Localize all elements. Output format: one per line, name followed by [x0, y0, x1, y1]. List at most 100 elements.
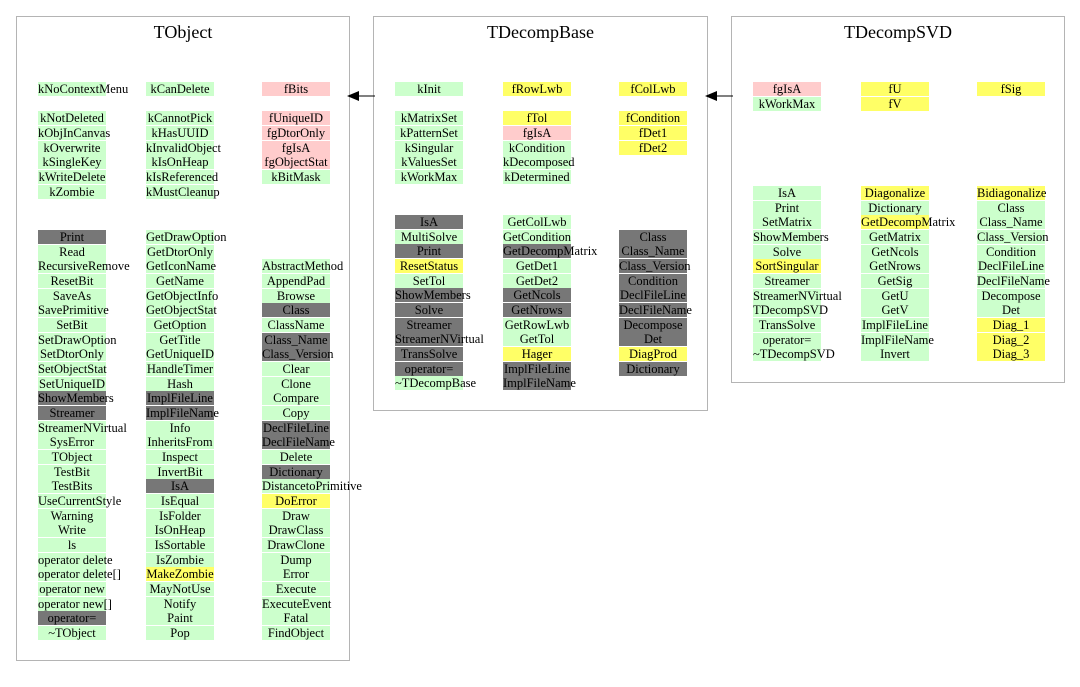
method-cell: TransSolve — [395, 347, 463, 362]
method-cell: GetNcols — [861, 244, 929, 259]
method-cell: Draw — [262, 508, 330, 523]
method-cell: GetObjectInfo — [146, 288, 219, 303]
member-cell: kHasUUID — [146, 126, 214, 140]
method-cell: SetMatrix — [753, 215, 821, 230]
method-cell: Solve — [753, 244, 821, 259]
member-cell: kIsOnHeap — [146, 155, 214, 170]
member-cell: fRowLwb — [503, 82, 571, 96]
member-cell: kValuesSet — [395, 155, 463, 170]
method-cell: Execute — [262, 582, 330, 597]
method-cell: GetDecompMatrix — [503, 244, 598, 259]
member-cell: kZombie — [38, 184, 106, 199]
method-cell: AppendPad — [262, 274, 330, 288]
member-cell: fDet2 — [619, 140, 687, 155]
member-cell: kInvalidObject — [146, 140, 221, 155]
method-cell: operator delete[] — [38, 567, 121, 582]
method-cell: Paint — [146, 611, 214, 626]
method-cell: Condition — [619, 273, 687, 288]
method-cell: DrawClass — [262, 523, 330, 538]
member-cell: fColLwb — [619, 82, 687, 96]
method-cell: Streamer — [753, 274, 821, 289]
method-cell: IsA — [753, 186, 821, 200]
method-cell: Invert — [861, 347, 929, 362]
method-cell: HandleTimer — [146, 362, 214, 377]
method-cell: StreamerNVirtual — [395, 332, 484, 347]
method-cell: GetNrows — [503, 303, 571, 318]
method-cell: DeclFileName — [977, 274, 1050, 289]
method-cell: DeclFileLine — [262, 420, 330, 435]
method-cell: Read — [38, 244, 106, 259]
method-cell: MakeZombie — [146, 567, 214, 582]
method-cell: DeclFileName — [619, 303, 692, 318]
method-cell: ls — [38, 538, 106, 553]
method-cell: Copy — [262, 406, 330, 421]
method-cell: Decompose — [619, 317, 687, 332]
method-cell: ImplFileLine — [503, 361, 571, 376]
method-cell: IsA — [146, 479, 214, 494]
method-cell: SetTol — [395, 273, 463, 288]
member-cell: fSig — [977, 82, 1045, 96]
method-cell: Class_Name — [262, 332, 330, 347]
member-cell: kNoContextMenu — [38, 82, 129, 96]
method-cell: DoError — [262, 494, 330, 509]
method-cell: ~TDecompSVD — [753, 347, 835, 362]
method-cell: GetDecompMatrix — [861, 215, 956, 230]
method-cell: DeclFileLine — [977, 259, 1045, 274]
member-cell: kDetermined — [503, 170, 571, 185]
member-cell: kInit — [395, 82, 463, 96]
method-cell: StreamerNVirtual — [38, 420, 127, 435]
method-cell: GetIconName — [146, 259, 217, 274]
method-cell: Pop — [146, 626, 214, 641]
method-cell: IsSortable — [146, 538, 214, 553]
member-cell: kWorkMax — [395, 170, 463, 185]
method-cell: operator new[] — [38, 596, 112, 611]
method-cell: GetNcols — [503, 288, 571, 303]
method-cell: Delete — [262, 450, 330, 465]
method-cell: Class — [977, 200, 1045, 215]
method-cell: IsOnHeap — [146, 523, 214, 538]
class-box-tdecompbase: TDecompBase kInit kMatrixSet kPatternSet kS… — [373, 16, 708, 411]
method-cell: Write — [38, 523, 106, 538]
member-cell: kWriteDelete — [38, 170, 106, 185]
class-title: TDecompBase — [487, 22, 594, 42]
method-cell: Inspect — [146, 450, 214, 465]
method-cell: GetSig — [861, 274, 929, 289]
method-cell: Class_Name — [619, 244, 687, 259]
method-cell: operator= — [395, 361, 463, 376]
method-cell: InheritsFrom — [146, 435, 214, 450]
inheritance-arrow — [705, 91, 733, 101]
method-cell: Dictionary — [619, 361, 687, 376]
method-cell: GetRowLwb — [503, 317, 571, 332]
method-cell: ResetStatus — [395, 259, 463, 273]
member-cell: fTol — [503, 111, 571, 126]
member-cell: kNotDeleted — [38, 111, 106, 126]
member-cell: fgIsA — [262, 140, 330, 155]
method-cell: TObject — [38, 450, 106, 465]
method-cell: MultiSolve — [395, 229, 463, 244]
method-cell: Browse — [262, 288, 330, 303]
method-cell: DeclFileLine — [619, 288, 687, 303]
member-cell: fU — [861, 82, 929, 96]
method-cell: ShowMembers — [753, 230, 829, 244]
member-cell: fDet1 — [619, 126, 687, 140]
method-cell: Info — [146, 420, 214, 435]
method-cell: Diag_1 — [977, 318, 1045, 333]
method-cell: ClassName — [262, 318, 330, 333]
method-cell: GetDet2 — [503, 273, 571, 288]
method-cell: Streamer — [395, 317, 463, 332]
member-cell: kSingleKey — [38, 155, 106, 170]
member-cell: kCannotPick — [146, 111, 214, 126]
member-cell: kObjInCanvas — [38, 126, 111, 140]
method-cell: Class_Version — [262, 347, 334, 362]
method-cell: SetUniqueID — [38, 376, 106, 391]
method-cell: operator delete — [38, 552, 113, 567]
member-cell: kWorkMax — [753, 96, 821, 111]
method-cell: Notify — [146, 596, 214, 611]
method-cell: GetTitle — [146, 332, 214, 347]
method-cell: UseCurrentStyle — [38, 494, 122, 509]
member-cell: kBitMask — [262, 170, 330, 185]
method-cell: IsFolder — [146, 508, 214, 523]
method-cell: ShowMembers — [395, 288, 471, 303]
method-cell: ~TDecompBase — [395, 376, 477, 391]
method-cell: Bidiagonalize — [977, 186, 1047, 200]
